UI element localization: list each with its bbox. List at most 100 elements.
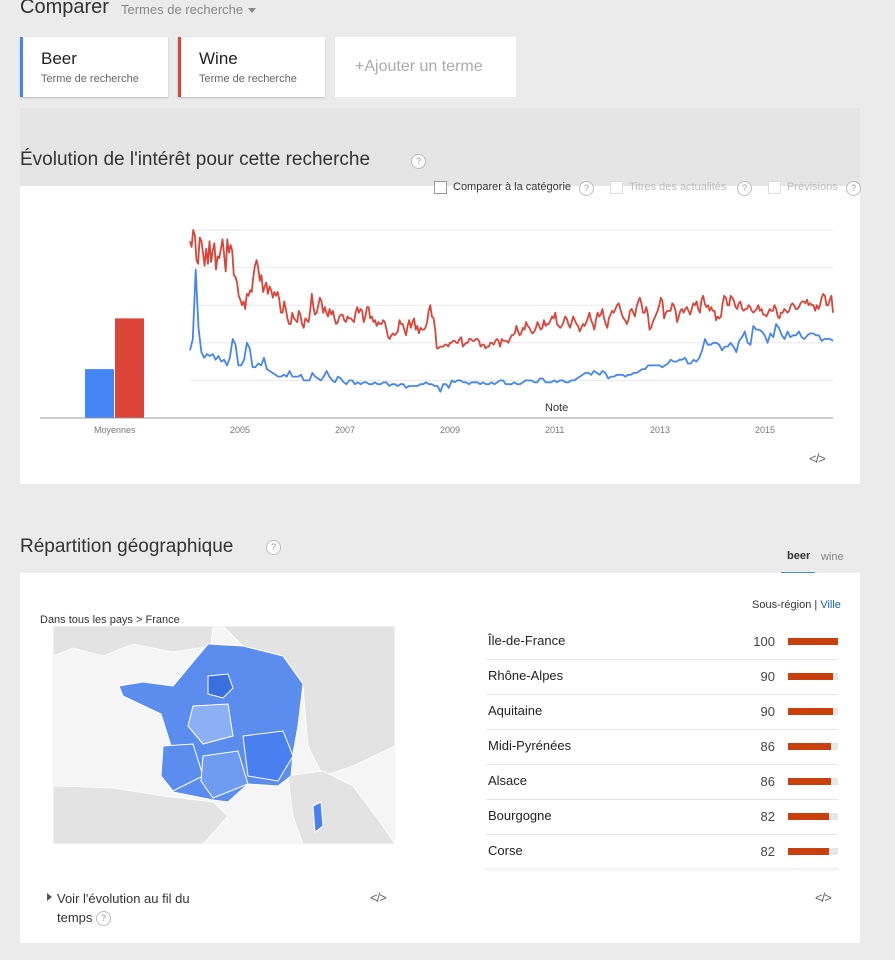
map-corse [312,801,324,833]
region-bar [788,848,838,855]
region-bar-fill [788,743,831,750]
x-tick-label: 2009 [440,425,461,435]
x-tick-label: 2005 [230,425,251,435]
region-value: 86 [760,774,775,789]
x-tick-label: 2011 [545,425,565,435]
map-rhone-alpes [242,730,294,782]
term-subtitle: Terme de recherche [199,73,297,85]
embed-code-icon[interactable]: </> [370,890,387,905]
time-link-text: temps [57,910,93,925]
region-name: Midi-Pyrénées [488,738,572,753]
add-term-button[interactable]: +Ajouter un terme [335,37,516,97]
series-line-beer [189,268,834,393]
compare-category-label: Comparer à la catégorie [453,181,572,193]
add-term-label: +Ajouter un terme [355,58,483,75]
region-bar-fill [788,638,838,645]
tab-wine[interactable]: wine [821,551,844,563]
region-bar-fill [788,778,831,785]
region-bar-fill [788,673,833,680]
search-terms-dropdown[interactable]: Termes de recherche [121,2,257,17]
term-card-wine[interactable]: Wine Terme de recherche [178,37,325,97]
map-centre [187,703,234,745]
region-row[interactable]: Bourgogne 82 [486,800,838,835]
region-row[interactable]: Midi-Pyrénées 86 [486,730,838,765]
region-row[interactable]: Aquitaine 90 [486,695,838,730]
average-bar-beer [85,369,114,418]
region-bar [788,708,838,715]
region-value: 86 [760,739,775,754]
list-shadow [486,868,838,872]
map-uk [53,626,214,657]
help-icon[interactable]: ? [737,181,752,196]
expand-arrow-icon [47,893,52,901]
map-midi-pyrenees [200,750,249,799]
region-bar-fill [788,813,829,820]
map-aquitaine [160,743,204,792]
map-ile-de-france [207,673,234,699]
x-tick-label: 2015 [755,425,776,435]
chart-lines [189,229,834,393]
breadcrumb: Dans tous les pays > France [40,614,180,626]
region-value: 100 [753,634,775,649]
average-bars [85,318,144,418]
embed-code-icon[interactable]: </> [809,451,826,466]
term-card-beer[interactable]: Beer Terme de recherche [20,37,168,97]
breadcrumb-sep: > [136,614,143,626]
region-name: Île-de-France [488,633,566,648]
help-icon[interactable]: ? [96,911,112,927]
tab-beer[interactable]: beer [787,550,811,562]
region-name: Corse [488,843,523,858]
region-bar [788,778,838,785]
embed-code-icon[interactable]: </> [815,890,832,905]
compare-category-checkbox[interactable] [434,181,447,194]
region-bar [788,673,838,680]
view-over-time-link[interactable]: Voir l'évolution au fil du temps ? [57,889,190,927]
help-icon[interactable]: ? [846,181,861,196]
caret-down-icon [248,8,257,14]
page-title: Comparer [20,0,109,18]
region-name: Alsace [488,773,528,788]
help-icon[interactable]: ? [411,154,426,169]
news-headlines-label: Titres des actualités [629,181,727,193]
x-tick-label: 2013 [650,425,671,435]
term-subtitle: Terme de recherche [41,73,139,85]
interest-title: Évolution de l'intérêt pour cette recher… [20,149,371,170]
view-toggle: Sous-région | Ville [752,599,841,611]
chart-gridlines [190,229,833,381]
interest-chart [40,229,834,419]
sub-region-toggle[interactable]: Sous-région [752,599,812,611]
help-icon[interactable]: ? [579,181,594,196]
term-name: Beer [41,49,77,68]
geo-title: Répartition géographique [20,536,234,557]
map-spain [53,785,229,844]
region-name: Bourgogne [488,808,552,823]
note-marker[interactable]: Note [545,402,569,414]
breadcrumb-country: France [145,614,180,626]
region-value: 90 [760,704,775,719]
x-tick-label: 2007 [335,425,356,435]
region-row[interactable]: Alsace 86 [486,765,838,800]
series-line-wine [189,229,834,350]
region-row[interactable]: Île-de-France 100 [486,625,838,660]
region-bar [788,813,838,820]
region-value: 82 [760,809,775,824]
averages-label: Moyennes [94,425,136,435]
breadcrumb-world[interactable]: Dans tous les pays [40,614,133,626]
help-icon[interactable]: ? [266,540,281,555]
forecast-label: Prévisions [787,181,838,193]
region-row[interactable]: Corse 82 [486,835,838,870]
forecast-checkbox[interactable] [768,181,781,194]
region-map[interactable] [53,626,395,844]
interest-panel [20,186,860,484]
news-headlines-checkbox[interactable] [610,181,623,194]
region-row[interactable]: Rhône-Alpes 90 [486,660,838,695]
region-name: Aquitaine [488,703,543,718]
dropdown-label: Termes de recherche [121,2,244,17]
region-bar [788,743,838,750]
region-bar-fill [788,708,833,715]
region-value: 82 [760,844,775,859]
term-name: Wine [199,49,238,68]
city-toggle[interactable]: Ville [820,599,841,611]
region-value: 90 [760,669,775,684]
time-link-line2: temps ? [57,908,190,927]
